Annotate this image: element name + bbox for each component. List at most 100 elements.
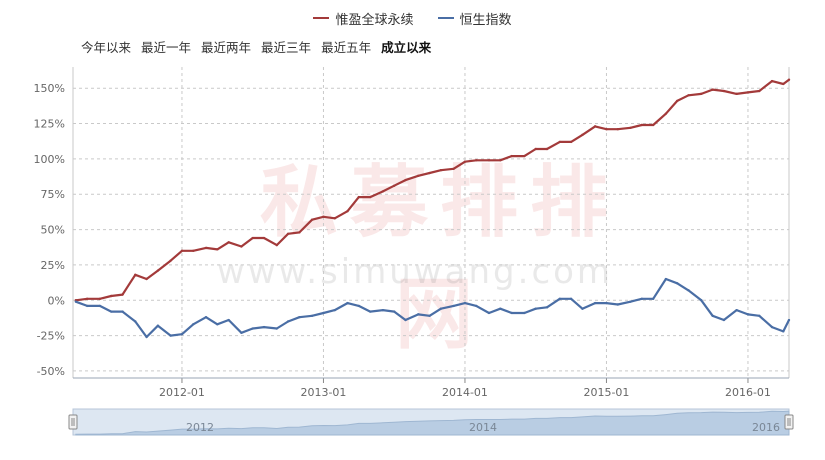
data-point-fund [616, 128, 619, 131]
navigator-year-label: 2012 [186, 421, 214, 434]
series-line-fund [75, 78, 790, 302]
data-point-index [581, 307, 584, 310]
tab-1-year[interactable]: 最近一年 [141, 40, 192, 55]
legend-swatch-fund [313, 17, 330, 19]
navigator-handle-right[interactable] [784, 414, 794, 430]
tab-2-years[interactable]: 最近两年 [201, 40, 252, 55]
data-point-index [569, 297, 573, 301]
data-point-index [145, 335, 148, 339]
range-navigator: 2012 2014 2016 [68, 408, 794, 436]
data-point-index [475, 304, 478, 308]
tab-since-inception[interactable]: 成立以来 [381, 40, 432, 55]
data-point-fund [534, 147, 537, 151]
data-point-fund [121, 293, 124, 296]
data-point-index [651, 297, 655, 301]
data-point-index [262, 325, 266, 329]
data-point-index [700, 299, 703, 302]
series-layer [74, 78, 791, 339]
navigator-handle-left[interactable] [68, 414, 78, 430]
y-tick-label: 50% [41, 224, 65, 237]
data-point-fund [322, 215, 325, 219]
data-point-fund [298, 231, 301, 234]
data-point-fund [499, 159, 502, 162]
data-point-fund [452, 167, 455, 170]
data-point-index [357, 304, 361, 308]
data-point-index [381, 308, 385, 312]
legend-label-index: 恒生指数 [459, 12, 512, 28]
x-tick-label: 2014-01 [442, 386, 488, 399]
navigator-year-label: 2014 [469, 421, 497, 434]
tab-3-years[interactable]: 最近三年 [261, 40, 312, 55]
data-point-fund [192, 249, 195, 252]
data-point-index [499, 307, 502, 310]
data-point-fund [629, 126, 632, 129]
data-point-index [322, 311, 325, 315]
data-point-index [558, 297, 561, 301]
data-point-fund [368, 195, 372, 199]
data-point-index [758, 314, 761, 317]
data-point-fund [640, 123, 644, 127]
data-point-fund [439, 168, 443, 172]
data-point-index [227, 318, 230, 322]
data-point-fund [381, 190, 385, 193]
data-point-fund [333, 217, 336, 220]
data-point-index [368, 310, 372, 313]
data-point-fund [216, 248, 219, 251]
data-point-fund [664, 112, 668, 115]
data-point-index [787, 318, 791, 322]
data-point-fund [746, 91, 750, 94]
data-point-index [298, 316, 301, 319]
data-point-index [310, 314, 314, 317]
data-point-fund [758, 89, 761, 93]
data-point-index [286, 320, 290, 323]
data-point-index [417, 313, 420, 316]
data-point-index [629, 300, 632, 303]
data-point-fund [651, 123, 655, 127]
data-point-index [711, 314, 714, 317]
data-point-index [428, 314, 431, 317]
legend-item-fund[interactable]: 惟盈全球永续 [313, 7, 414, 29]
data-point-fund [593, 125, 597, 128]
data-point-fund [134, 273, 137, 277]
data-point-fund [569, 140, 573, 144]
x-tick-label: 2016-01 [725, 386, 771, 399]
data-point-fund [310, 218, 314, 221]
data-point-fund [251, 236, 254, 240]
data-point-fund [787, 78, 791, 81]
y-tick-label: -50% [37, 365, 65, 378]
navigator-year-label: 2016 [752, 421, 780, 434]
data-point-index [463, 301, 467, 305]
data-point-index [534, 307, 537, 310]
tab-ytd[interactable]: 今年以来 [81, 40, 132, 55]
legend-swatch-index [437, 17, 454, 19]
data-point-fund [558, 140, 561, 144]
data-point-index [439, 307, 443, 310]
data-point-fund [487, 159, 491, 162]
navigator-series-area [75, 410, 790, 436]
x-tick-label: 2015-01 [583, 386, 629, 399]
data-point-fund [722, 89, 726, 93]
data-point-fund [98, 297, 102, 301]
legend-item-index[interactable]: 恒生指数 [437, 7, 512, 29]
data-point-fund [581, 133, 584, 137]
data-point-index [605, 301, 608, 305]
data-point-index [452, 304, 455, 308]
data-point-index [545, 306, 549, 309]
range-tabs: 今年以来 最近一年 最近两年 最近三年 最近五年 成立以来 [77, 36, 435, 57]
data-point-fund [180, 249, 184, 252]
data-point-fund [417, 174, 420, 178]
tab-5-years[interactable]: 最近五年 [321, 40, 372, 55]
data-point-index [687, 289, 690, 292]
data-point-fund [545, 147, 549, 151]
data-point-fund [676, 99, 679, 103]
data-point-index [275, 327, 278, 330]
data-point-fund [110, 294, 113, 298]
data-point-fund [145, 277, 148, 281]
data-point-index [98, 304, 102, 308]
data-point-index [110, 310, 113, 313]
axis-layer: -50% -25% 0% 25% 50% 75% 100% 125% 150% 2012-01 20… [34, 82, 789, 399]
data-point-fund [605, 128, 608, 131]
y-tick-label: -25% [37, 330, 65, 343]
data-point-index [593, 301, 597, 305]
y-tick-label: 125% [34, 118, 65, 131]
